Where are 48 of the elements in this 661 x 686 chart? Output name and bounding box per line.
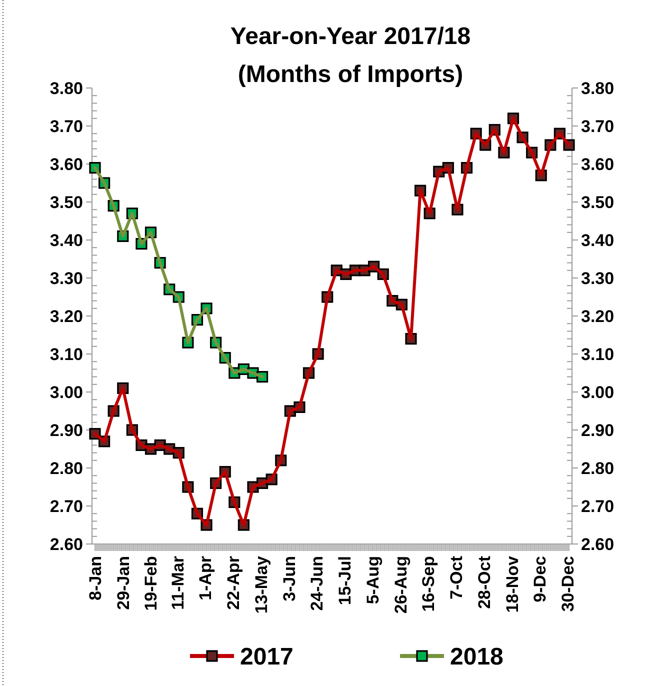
- y2-tick-label: 3.40: [581, 230, 614, 250]
- y2-tick-label: 3.20: [581, 306, 614, 326]
- y-tick-label: 3.20: [50, 306, 83, 326]
- y-tick-label: 3.60: [50, 154, 83, 174]
- y2-tick-label: 3.10: [581, 344, 614, 364]
- y-tick-label: 2.80: [50, 458, 83, 478]
- x-tick-label: 11-Mar: [168, 556, 188, 610]
- x-tick-label: 26-Aug: [391, 556, 410, 614]
- legend-label: 2018: [450, 643, 504, 670]
- x-tick-label: 29-Jan: [114, 556, 133, 610]
- y2-tick-label: 2.60: [581, 534, 614, 554]
- y-tick-label: 3.80: [50, 78, 83, 98]
- x-tick-label: 16-Sep: [419, 556, 438, 612]
- y2-tick-label: 3.50: [581, 192, 614, 212]
- x-tick-label: 3-Jun: [280, 556, 299, 602]
- y2-tick-label: 2.80: [581, 458, 614, 478]
- x-tick-label: 13-May: [252, 555, 271, 614]
- chart-subtitle: (Months of Imports): [238, 61, 464, 88]
- y-tick-label: 3.70: [50, 116, 83, 136]
- x-tick-label: 5-Aug: [363, 556, 382, 604]
- legend-label: 2017: [240, 643, 294, 670]
- x-tick-label: 9-Dec: [530, 556, 550, 602]
- x-tick-label: 24-Jun: [308, 556, 327, 611]
- y2-tick-label: 3.80: [581, 78, 614, 98]
- chart-title: Year-on-Year 2017/18: [230, 23, 471, 50]
- y-tick-label: 3.40: [50, 230, 83, 250]
- x-tick-label: 7-Oct: [447, 556, 466, 600]
- x-tick-label: 19-Feb: [142, 556, 161, 611]
- x-tick-label: 28-Oct: [474, 556, 494, 609]
- y-tick-label: 3.00: [50, 382, 83, 402]
- y-tick-label: 2.60: [50, 534, 83, 554]
- y-tick-label: 2.70: [50, 496, 83, 516]
- y2-tick-label: 3.30: [581, 268, 614, 288]
- y2-tick-label: 2.90: [581, 420, 614, 440]
- y2-tick-label: 3.70: [581, 116, 614, 136]
- x-tick-label: 15-Jul: [336, 556, 355, 606]
- x-tick-label: 22-Apr: [224, 556, 244, 610]
- x-tick-label: 8-Jan: [86, 556, 105, 600]
- y-tick-label: 3.10: [50, 344, 83, 364]
- y-tick-label: 3.50: [50, 192, 83, 212]
- y2-tick-label: 2.70: [581, 496, 614, 516]
- x-tick-label: 30-Dec: [558, 556, 578, 612]
- y-tick-label: 3.30: [50, 268, 83, 288]
- y-tick-label: 2.90: [50, 420, 83, 440]
- x-tick-label: 18-Nov: [502, 555, 522, 613]
- y2-tick-label: 3.60: [581, 154, 614, 174]
- y2-tick-label: 3.00: [581, 382, 614, 402]
- x-tick-label: 1-Apr: [196, 556, 216, 600]
